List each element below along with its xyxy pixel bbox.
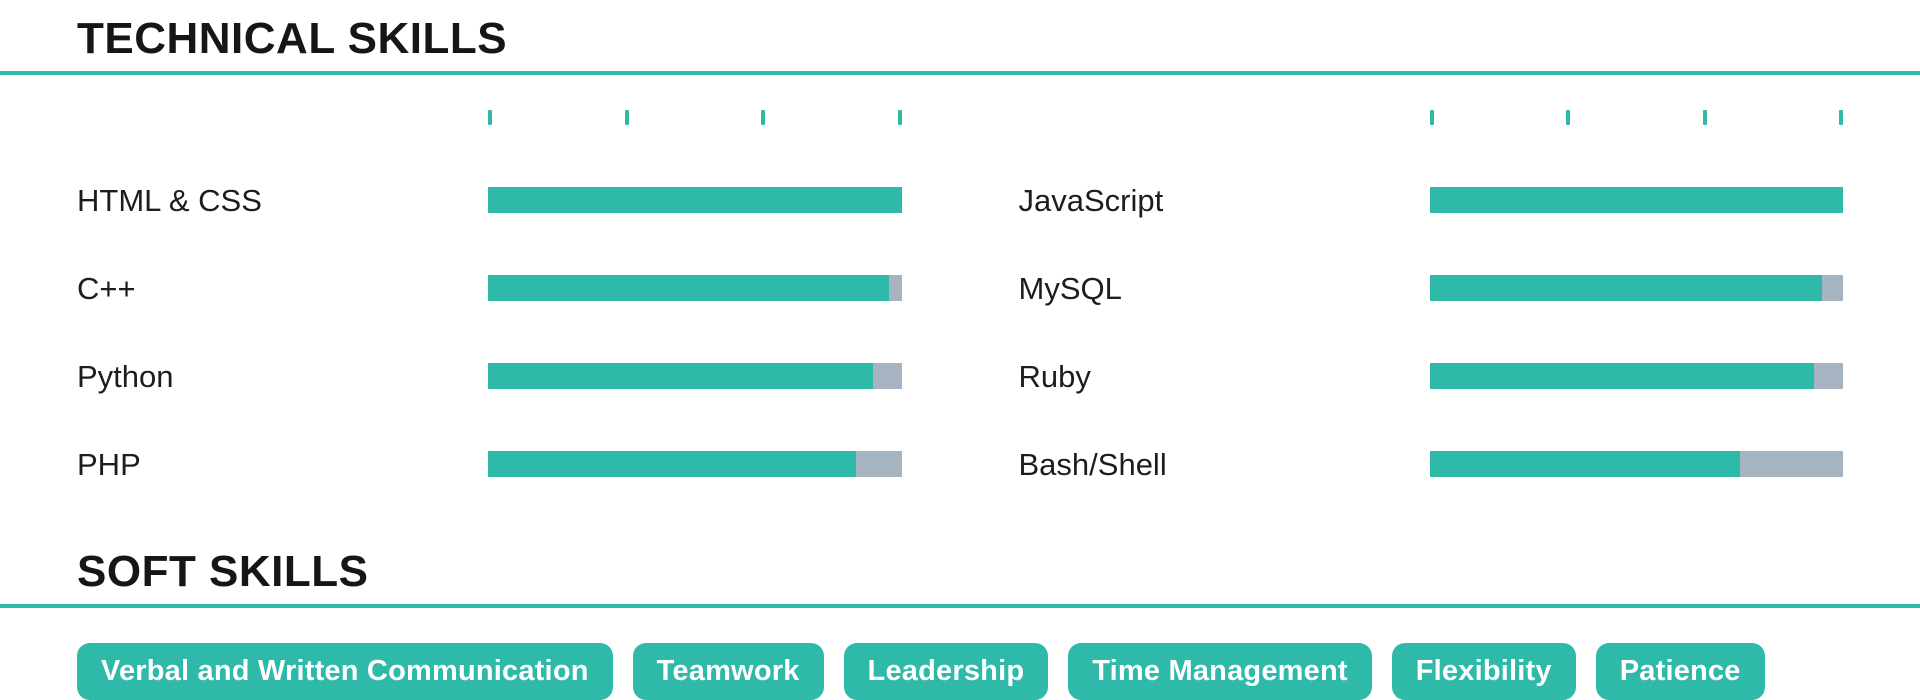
technical-skills-heading: TECHNICAL SKILLS bbox=[77, 14, 508, 63]
skill-row: Ruby bbox=[1018, 358, 1843, 394]
skill-row: HTML & CSS bbox=[77, 182, 902, 218]
tick-mark bbox=[1839, 110, 1843, 125]
skill-bar-fill bbox=[488, 275, 890, 301]
tick-mark bbox=[897, 110, 902, 125]
bar-scale-ticks bbox=[1429, 110, 1843, 125]
skill-name-label: Ruby bbox=[1018, 358, 1091, 394]
skill-name-label: HTML & CSS bbox=[77, 182, 262, 218]
skill-bar-fill bbox=[1429, 363, 1815, 389]
skill-row: JavaScript bbox=[1018, 182, 1843, 218]
tick-mark bbox=[1702, 110, 1707, 125]
soft-skill-pill: Leadership bbox=[843, 643, 1049, 700]
skill-bar-fill bbox=[488, 363, 873, 389]
skill-name-label: Bash/Shell bbox=[1018, 446, 1167, 482]
technical-skills-column-right: JavaScript MySQL Ruby Bash/Shell bbox=[1018, 110, 1843, 482]
skill-bar-track bbox=[1429, 187, 1843, 213]
tick-mark bbox=[624, 110, 629, 125]
technical-heading-rule bbox=[0, 71, 1920, 75]
skill-bar-track bbox=[488, 187, 902, 213]
skill-bar-track bbox=[1429, 451, 1843, 477]
soft-skills-pill-list: Verbal and Written Communication Teamwor… bbox=[77, 643, 1843, 700]
technical-skills-column-left: HTML & CSS C++ Python PHP bbox=[77, 110, 902, 482]
technical-skills-section: TECHNICAL SKILLS HTML & CSS C++ Python bbox=[0, 14, 1920, 482]
soft-skill-pill: Time Management bbox=[1068, 643, 1372, 700]
skill-bar-fill bbox=[488, 187, 902, 213]
technical-skills-grid: HTML & CSS C++ Python PHP bbox=[77, 110, 1843, 482]
soft-heading-rule bbox=[0, 604, 1920, 608]
tick-mark bbox=[1429, 110, 1434, 125]
bar-scale-ticks bbox=[488, 110, 902, 125]
skill-bar-track bbox=[488, 275, 902, 301]
skill-name-label: Python bbox=[77, 358, 174, 394]
skill-name-label: PHP bbox=[77, 446, 141, 482]
skill-bar-fill bbox=[1429, 275, 1823, 301]
soft-skills-section: SOFT SKILLS Verbal and Written Communica… bbox=[0, 547, 1920, 700]
skill-bar-track bbox=[488, 451, 902, 477]
soft-skill-pill: Teamwork bbox=[632, 643, 824, 700]
skill-row: Bash/Shell bbox=[1018, 446, 1843, 482]
soft-skill-pill-label: Time Management bbox=[1092, 655, 1348, 687]
skill-name-label: MySQL bbox=[1018, 270, 1122, 306]
soft-skill-pill-label: Flexibility bbox=[1415, 655, 1552, 687]
soft-skill-pill-label: Patience bbox=[1619, 655, 1741, 687]
skill-bar-track bbox=[488, 363, 902, 389]
skill-row: C++ bbox=[77, 270, 902, 306]
soft-skill-pill-label: Verbal and Written Communication bbox=[101, 655, 589, 687]
soft-skill-pill-label: Teamwork bbox=[656, 655, 800, 687]
soft-skill-pill: Patience bbox=[1595, 643, 1765, 700]
skill-bar-track bbox=[1429, 275, 1843, 301]
skill-bar-fill bbox=[488, 451, 856, 477]
soft-skill-pill: Verbal and Written Communication bbox=[77, 643, 613, 700]
skill-row: MySQL bbox=[1018, 270, 1843, 306]
soft-skill-pill-label: Leadership bbox=[867, 655, 1025, 687]
soft-skills-heading: SOFT SKILLS bbox=[77, 547, 369, 596]
skill-bar-fill bbox=[1429, 451, 1740, 477]
skill-name-label: C++ bbox=[77, 270, 136, 306]
tick-mark bbox=[761, 110, 765, 125]
skill-bar-fill bbox=[1429, 187, 1843, 213]
skill-row: Python bbox=[77, 358, 902, 394]
skill-name-label: JavaScript bbox=[1018, 182, 1164, 218]
skill-row: PHP bbox=[77, 446, 902, 482]
tick-mark bbox=[1566, 110, 1570, 125]
soft-skill-pill: Flexibility bbox=[1391, 643, 1576, 700]
tick-mark bbox=[488, 110, 492, 125]
skill-bar-track bbox=[1429, 363, 1843, 389]
